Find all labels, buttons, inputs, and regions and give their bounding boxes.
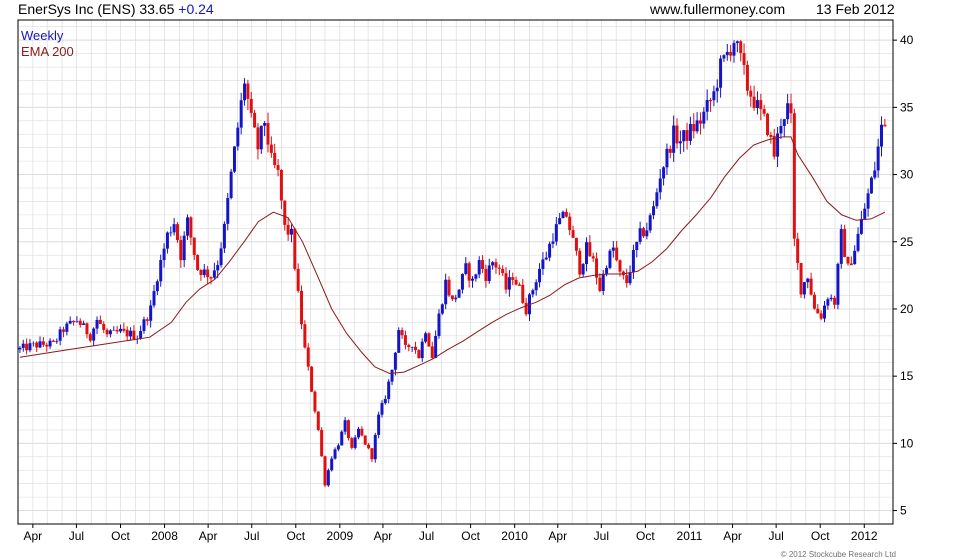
x-tick-label: Jul — [594, 529, 609, 543]
ema-200-line — [19, 136, 886, 375]
chart-title: EnerSys Inc (ENS) 33.65 +0.24 — [18, 0, 214, 18]
symbol-price: EnerSys Inc (ENS) 33.65 — [18, 1, 175, 17]
y-tick-label: 40 — [900, 33, 914, 47]
y-tick-label: 15 — [900, 369, 914, 383]
y-tick-label: 20 — [900, 302, 914, 316]
legend-ema: EMA 200 — [21, 44, 74, 59]
y-tick-label: 30 — [900, 168, 914, 182]
x-tick-label: Apr — [374, 529, 393, 543]
x-tick-label: Apr — [24, 529, 43, 543]
chart-date: 13 Feb 2012 — [816, 1, 895, 17]
x-tick-label: Jul — [419, 529, 434, 543]
site-url: www.fullermoney.com — [650, 1, 786, 17]
x-tick-label: Jul — [69, 529, 84, 543]
x-tick-label: Oct — [111, 529, 130, 543]
y-tick-label: 5 — [900, 504, 907, 518]
x-tick-label: Jul — [244, 529, 259, 543]
x-tick-label: Apr — [723, 529, 742, 543]
x-tick-label: Oct — [811, 529, 830, 543]
x-tick-label: Oct — [636, 529, 655, 543]
copyright: © 2012 Stockcube Research Ltd — [780, 550, 896, 559]
x-tick-label: 2008 — [151, 529, 178, 543]
price-change: +0.24 — [178, 1, 214, 17]
plot-frame — [17, 19, 894, 525]
y-tick-label: 35 — [900, 100, 914, 114]
x-tick-label: 2009 — [326, 529, 353, 543]
x-tick-label: Oct — [461, 529, 480, 543]
price-bars — [18, 39, 887, 488]
x-tick-label: 2012 — [851, 529, 878, 543]
grid-lines — [17, 20, 894, 525]
y-axis: 5 10 15 20 25 30 35 40 — [893, 33, 914, 518]
x-tick-label: Oct — [286, 529, 305, 543]
y-tick-label: 25 — [900, 235, 914, 249]
legend-weekly: Weekly — [21, 28, 64, 43]
x-tick-label: 2010 — [501, 529, 528, 543]
y-tick-label: 10 — [900, 436, 914, 450]
x-axis: Apr Jul Oct 2008 Apr Jul Oct 2009 Apr Jul Oct 2010 A… — [24, 524, 878, 543]
x-tick-label: Jul — [768, 529, 783, 543]
x-tick-label: Apr — [548, 529, 567, 543]
x-tick-label: 2011 — [677, 529, 703, 543]
x-tick-label: Apr — [199, 529, 218, 543]
